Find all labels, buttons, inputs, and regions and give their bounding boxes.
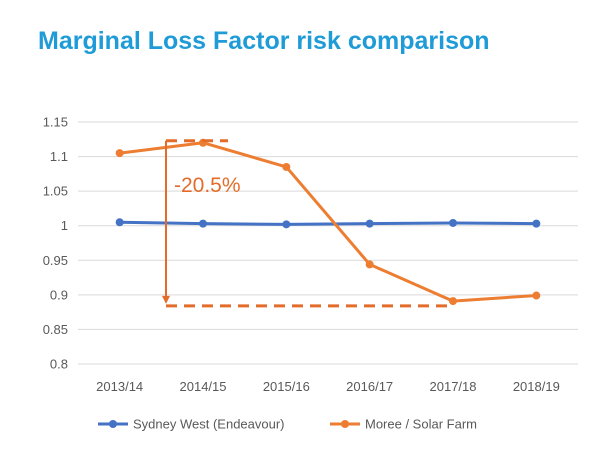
data-point [282,220,291,229]
data-point [282,162,291,171]
y-axis-ticks: 0.8 0.85 0.9 0.95 1 1.05 1.1 1.15 [43,115,68,372]
legend-marker-0 [109,420,117,428]
x-tick-label: 2018/19 [513,379,560,394]
y-tick-label: 1.1 [50,149,68,164]
x-tick-label: 2016/17 [346,379,393,394]
legend-label-1: Moree / Solar Farm [365,417,477,432]
annotation-label: -20.5% [174,174,241,197]
gridlines [78,121,578,365]
y-tick-label: 0.85 [43,322,68,337]
y-tick-label: 0.8 [50,357,68,372]
y-tick-label: 0.95 [43,253,68,268]
data-point [365,219,374,228]
y-tick-label: 1.05 [43,184,68,199]
x-tick-label: 2017/18 [430,379,477,394]
y-tick-label: 1 [61,218,68,233]
data-point [449,218,457,227]
data-point [449,297,457,306]
data-point [115,218,124,227]
x-tick-label: 2014/15 [180,379,227,394]
data-point [115,149,124,158]
x-axis-ticks: 2013/14 2014/15 2015/16 2016/17 2017/18 2018/… [96,379,560,394]
data-point [532,219,541,228]
page-title: Marginal Loss Factor risk comparison [38,27,490,55]
legend: Sydney West (Endeavour) Moree / Solar Far… [98,417,477,432]
data-point [365,260,374,269]
legend-marker-1 [341,420,349,428]
x-tick-label: 2013/14 [96,379,143,394]
data-point [199,219,207,228]
legend-label-0: Sydney West (Endeavour) [133,417,285,432]
y-tick-label: 0.9 [50,287,68,302]
annotation-group: -20.5% [162,139,452,308]
series-line-0 [118,220,538,226]
x-tick-label: 2015/16 [263,379,310,394]
series-line-1 [118,141,538,303]
annotation-arrowhead [162,295,170,304]
y-tick-label: 1.15 [43,115,68,130]
series-group [115,138,541,306]
data-point [532,291,541,300]
